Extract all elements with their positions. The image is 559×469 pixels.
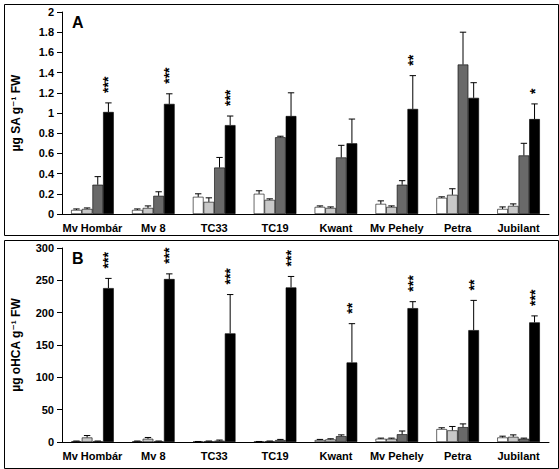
svg-text:1.4: 1.4 <box>39 67 55 79</box>
svg-text:TC33: TC33 <box>201 222 228 234</box>
svg-text:Mv Hombár: Mv Hombár <box>62 222 123 234</box>
svg-text:100: 100 <box>36 371 54 383</box>
svg-text:1.2: 1.2 <box>39 87 54 99</box>
svg-text:300: 300 <box>36 242 54 254</box>
svg-text:Jubilant: Jubilant <box>497 222 540 234</box>
svg-text:0.4: 0.4 <box>39 168 55 180</box>
svg-text:Jubilant: Jubilant <box>497 450 540 462</box>
svg-text:Kwant: Kwant <box>319 450 352 462</box>
svg-text:***: *** <box>283 250 299 267</box>
svg-text:TC19: TC19 <box>262 222 289 234</box>
svg-text:2: 2 <box>48 6 54 18</box>
svg-text:50: 50 <box>42 404 54 416</box>
svg-text:Mv 8: Mv 8 <box>141 222 165 234</box>
svg-text:***: *** <box>527 289 543 306</box>
svg-text:Mv Hombár: Mv Hombár <box>62 450 123 462</box>
svg-text:**: ** <box>466 279 482 290</box>
svg-text:***: *** <box>100 76 116 93</box>
svg-text:200: 200 <box>36 307 54 319</box>
svg-text:***: *** <box>100 251 116 268</box>
svg-text:250: 250 <box>36 274 54 286</box>
svg-text:***: *** <box>222 89 238 106</box>
svg-text:TC33: TC33 <box>201 450 228 462</box>
svg-text:***: *** <box>161 67 177 84</box>
svg-text:0.2: 0.2 <box>39 188 54 200</box>
svg-text:Mv 8: Mv 8 <box>141 450 165 462</box>
svg-text:A: A <box>72 14 84 31</box>
svg-text:Petra: Petra <box>444 222 472 234</box>
svg-text:TC19: TC19 <box>262 450 289 462</box>
svg-text:0.6: 0.6 <box>39 147 54 159</box>
svg-text:***: *** <box>222 268 238 285</box>
svg-text:0: 0 <box>48 436 54 448</box>
svg-text:1.8: 1.8 <box>39 26 54 38</box>
svg-text:1: 1 <box>48 107 54 119</box>
svg-text:0.8: 0.8 <box>39 127 54 139</box>
svg-text:**: ** <box>405 54 421 65</box>
svg-text:***: *** <box>161 247 177 264</box>
svg-text:Mv Pehely: Mv Pehely <box>370 450 425 462</box>
svg-text:***: *** <box>405 275 421 292</box>
svg-text:B: B <box>72 250 84 267</box>
svg-text:µg oHCA g⁻¹ FW: µg oHCA g⁻¹ FW <box>9 298 23 392</box>
svg-text:*: * <box>527 88 543 94</box>
svg-text:150: 150 <box>36 339 54 351</box>
svg-text:Mv Pehely: Mv Pehely <box>370 222 425 234</box>
svg-text:Petra: Petra <box>444 450 472 462</box>
svg-text:µg SA g⁻¹ FW: µg SA g⁻¹ FW <box>9 74 23 151</box>
svg-text:**: ** <box>344 302 360 313</box>
svg-text:Kwant: Kwant <box>319 222 352 234</box>
svg-text:1.6: 1.6 <box>39 46 54 58</box>
svg-text:0: 0 <box>48 208 54 220</box>
